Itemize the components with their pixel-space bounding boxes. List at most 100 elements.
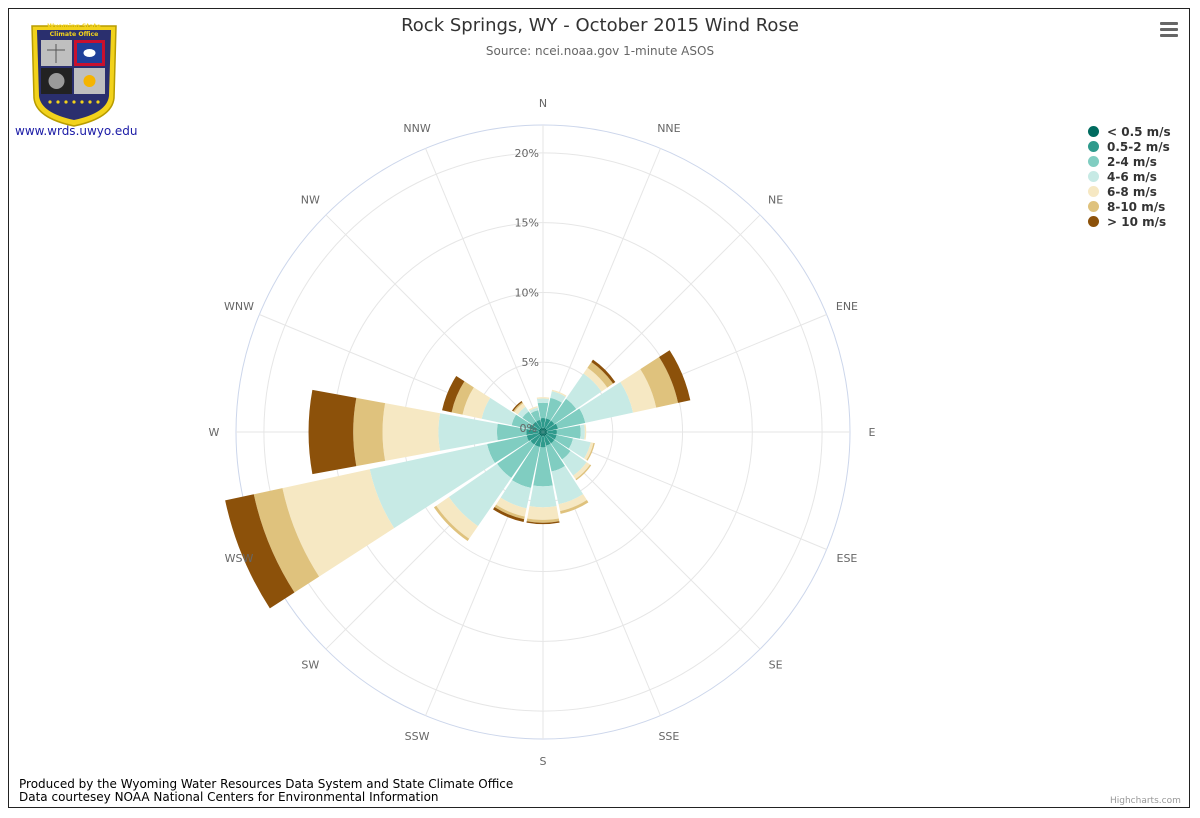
wind-bar-segment[interactable] — [497, 440, 535, 478]
wind-bar-segment[interactable] — [545, 434, 555, 444]
wind-bar-segment[interactable] — [496, 497, 527, 517]
wind-bar-segment[interactable] — [584, 424, 587, 440]
wind-bar-segment[interactable] — [448, 463, 512, 527]
wind-bar-segment[interactable] — [530, 410, 541, 422]
wind-bar-segment[interactable] — [560, 499, 589, 514]
legend-item[interactable]: 8-10 m/s — [1088, 199, 1171, 214]
wind-bar-segment[interactable] — [543, 435, 551, 446]
wind-bar-segment[interactable] — [529, 485, 557, 508]
wind-bar-segment[interactable] — [353, 397, 386, 467]
wind-bar-segment[interactable] — [556, 425, 581, 439]
wind-bar-segment[interactable] — [526, 428, 539, 436]
wind-bar-segment[interactable] — [496, 423, 527, 441]
wind-bar-segment[interactable] — [545, 420, 555, 430]
wind-bar-segment[interactable] — [546, 423, 559, 432]
wind-bar-segment[interactable] — [522, 411, 536, 425]
wind-bar-segment[interactable] — [543, 418, 551, 429]
legend-item[interactable]: 6-8 m/s — [1088, 184, 1171, 199]
wind-bar-segment[interactable] — [540, 418, 546, 428]
wind-bar-segment[interactable] — [530, 434, 541, 445]
legend-item[interactable]: 4-6 m/s — [1088, 169, 1171, 184]
hamburger-menu-icon[interactable] — [1158, 20, 1180, 40]
wind-bar-segment[interactable] — [511, 444, 540, 488]
wind-bar-segment[interactable] — [543, 428, 547, 432]
wind-bar-segment[interactable] — [529, 424, 540, 432]
wind-bar-segment[interactable] — [513, 402, 524, 413]
wind-bar-segment[interactable] — [539, 428, 543, 432]
wind-bar-segment[interactable] — [659, 350, 691, 403]
wind-bar-segment[interactable] — [493, 507, 525, 523]
wind-bar-segment[interactable] — [620, 369, 657, 413]
wind-bar-segment[interactable] — [550, 391, 566, 403]
wind-bar-segment[interactable] — [500, 480, 531, 509]
wind-bar-segment[interactable] — [543, 432, 548, 435]
wind-bar-segment[interactable] — [540, 432, 543, 437]
wind-bar-segment[interactable] — [543, 429, 548, 432]
wind-bar-segment[interactable] — [546, 432, 557, 440]
wind-bar-segment[interactable] — [511, 414, 532, 430]
wind-bar-segment[interactable] — [540, 436, 546, 448]
wind-bar-segment[interactable] — [543, 431, 548, 433]
wind-bar-segment[interactable] — [543, 432, 547, 436]
wind-bar-segment[interactable] — [583, 367, 608, 392]
wind-bar-segment[interactable] — [532, 421, 541, 430]
wind-bar-segment[interactable] — [487, 435, 529, 464]
wind-bar-segment[interactable] — [517, 406, 529, 418]
wind-bar-segment[interactable] — [308, 389, 357, 475]
wind-bar-segment[interactable] — [536, 419, 543, 429]
wind-bar-segment[interactable] — [568, 438, 591, 459]
wind-bar-segment[interactable] — [573, 462, 591, 480]
wind-bar-segment[interactable] — [539, 432, 543, 436]
wind-bar-segment[interactable] — [579, 382, 634, 423]
wind-bar-segment[interactable] — [545, 397, 562, 421]
wind-bar-segment[interactable] — [538, 432, 543, 435]
wind-bar-segment[interactable] — [542, 427, 544, 432]
wind-bar-segment[interactable] — [451, 381, 474, 415]
wind-bar-segment[interactable] — [545, 443, 565, 472]
wind-bar-segment[interactable] — [538, 429, 543, 432]
wind-bar-segment[interactable] — [369, 444, 495, 529]
wind-bar-segment[interactable] — [543, 427, 546, 432]
wind-bar-segment[interactable] — [527, 506, 559, 520]
wind-bar-segment[interactable] — [512, 401, 523, 412]
wind-bar-segment[interactable] — [462, 387, 491, 419]
wind-bar-segment[interactable] — [526, 432, 540, 442]
wind-bar-segment[interactable] — [550, 439, 571, 460]
wind-bar-segment[interactable] — [514, 403, 526, 415]
wind-bar-segment[interactable] — [533, 447, 553, 487]
wind-bar-segment[interactable] — [438, 413, 498, 451]
wind-bar-segment[interactable] — [547, 429, 557, 435]
wind-bar-segment[interactable] — [253, 488, 320, 593]
wind-bar-segment[interactable] — [382, 403, 441, 461]
wind-bar-segment[interactable] — [536, 397, 550, 400]
wind-bar-segment[interactable] — [566, 373, 602, 409]
wind-bar-segment[interactable] — [554, 434, 574, 449]
legend-item[interactable]: < 0.5 m/s — [1088, 124, 1171, 139]
wind-bar-segment[interactable] — [494, 504, 525, 520]
wind-bar-segment[interactable] — [580, 424, 585, 440]
wind-bar-segment[interactable] — [534, 435, 543, 448]
wind-bar-segment[interactable] — [433, 505, 470, 542]
wind-bar-segment[interactable] — [540, 427, 543, 432]
wind-bar-segment[interactable] — [555, 408, 586, 429]
website-link[interactable]: www.wrds.uwyo.edu — [15, 124, 138, 138]
wind-bar-segment[interactable] — [584, 442, 594, 461]
wind-bar-segment[interactable] — [542, 432, 544, 437]
wind-bar-segment[interactable] — [586, 442, 595, 461]
wind-bar-segment[interactable] — [558, 494, 587, 512]
wind-bar-segment[interactable] — [536, 398, 550, 404]
wind-bar-segment[interactable] — [442, 375, 465, 413]
legend-item[interactable]: 0.5-2 m/s — [1088, 139, 1171, 154]
wind-bar-segment[interactable] — [282, 469, 395, 577]
wind-bar-segment[interactable] — [543, 432, 546, 437]
wind-bar-segment[interactable] — [526, 521, 560, 525]
wind-bar-segment[interactable] — [591, 359, 616, 384]
wind-bar-segment[interactable] — [436, 497, 478, 539]
wind-bar-segment[interactable] — [529, 407, 539, 414]
legend-item[interactable]: 2-4 m/s — [1088, 154, 1171, 169]
wind-bar-segment[interactable] — [575, 464, 592, 481]
wind-bar-segment[interactable] — [537, 402, 549, 419]
wind-bar-segment[interactable] — [481, 397, 517, 426]
wind-bar-segment[interactable] — [587, 361, 614, 388]
wind-bar-segment[interactable] — [550, 398, 577, 425]
